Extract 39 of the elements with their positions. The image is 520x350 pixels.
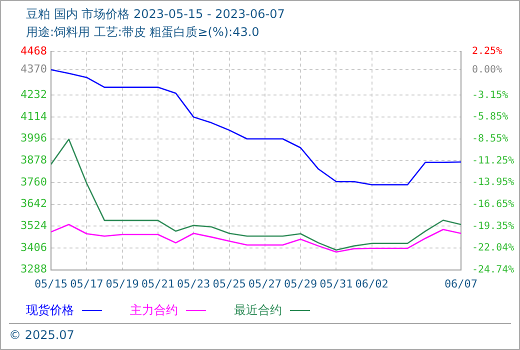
x-tick-label: 05/27 [248,277,282,290]
x-tick-label: 05/17 [70,277,104,290]
x-tick-label: 06/07 [444,277,478,290]
y-tick-label: 4468 [20,44,47,58]
x-tick-label: 05/23 [177,277,210,290]
y2-tick-label: -5.85% [472,112,508,123]
x-tick-label: 05/21 [141,277,175,290]
y-tick-label: 3760 [20,175,47,188]
y-tick-label: 3288 [20,262,47,276]
y2-tick-label: -11.25% [472,155,514,166]
x-tick-label: 05/19 [106,277,139,290]
y2-tick-label: -24.74% [472,264,514,276]
x-tick-label: 06/02 [355,277,388,290]
y2-tick-label: 2.25% [472,46,502,58]
y-tick-label: 3406 [20,240,47,254]
legend-label: 主力合约 [130,302,178,318]
y2-tick-label: -22.04% [472,242,514,254]
x-tick-label: 05/29 [284,277,318,290]
x-tick-label: 05/25 [212,277,246,290]
chart-title: 豆粕 国内 市场价格 2023-05-15 - 2023-06-07 [26,6,286,23]
y-tick-label: 4114 [20,110,48,123]
y2-tick-label: -3.15% [472,90,508,101]
y-tick-label: 3996 [20,132,47,145]
legend-label: 最近合约 [234,302,282,318]
y2-tick-label: 0.00% [472,64,502,76]
y-tick-label: 3524 [20,219,48,232]
y-tick-label: 4370 [20,62,47,76]
y2-tick-label: -8.55% [472,134,508,145]
y-tick-label: 3878 [20,154,47,167]
y2-tick-label: -16.65% [472,198,514,210]
y2-tick-label: -19.35% [472,220,514,232]
text: © 2025.07 [9,328,74,342]
chart-subtitle: 用途:饲料用 工艺:带皮 粗蛋白质≥(%):43.0 [26,24,260,41]
legend-label: 现货价格 [26,302,74,318]
x-tick-label: 05/15 [34,277,68,290]
y-tick-label: 4232 [20,88,47,102]
x-tick-label: 05/31 [320,277,353,290]
y-tick-label: 3642 [20,197,47,210]
y2-tick-label: -13.95% [472,177,514,188]
